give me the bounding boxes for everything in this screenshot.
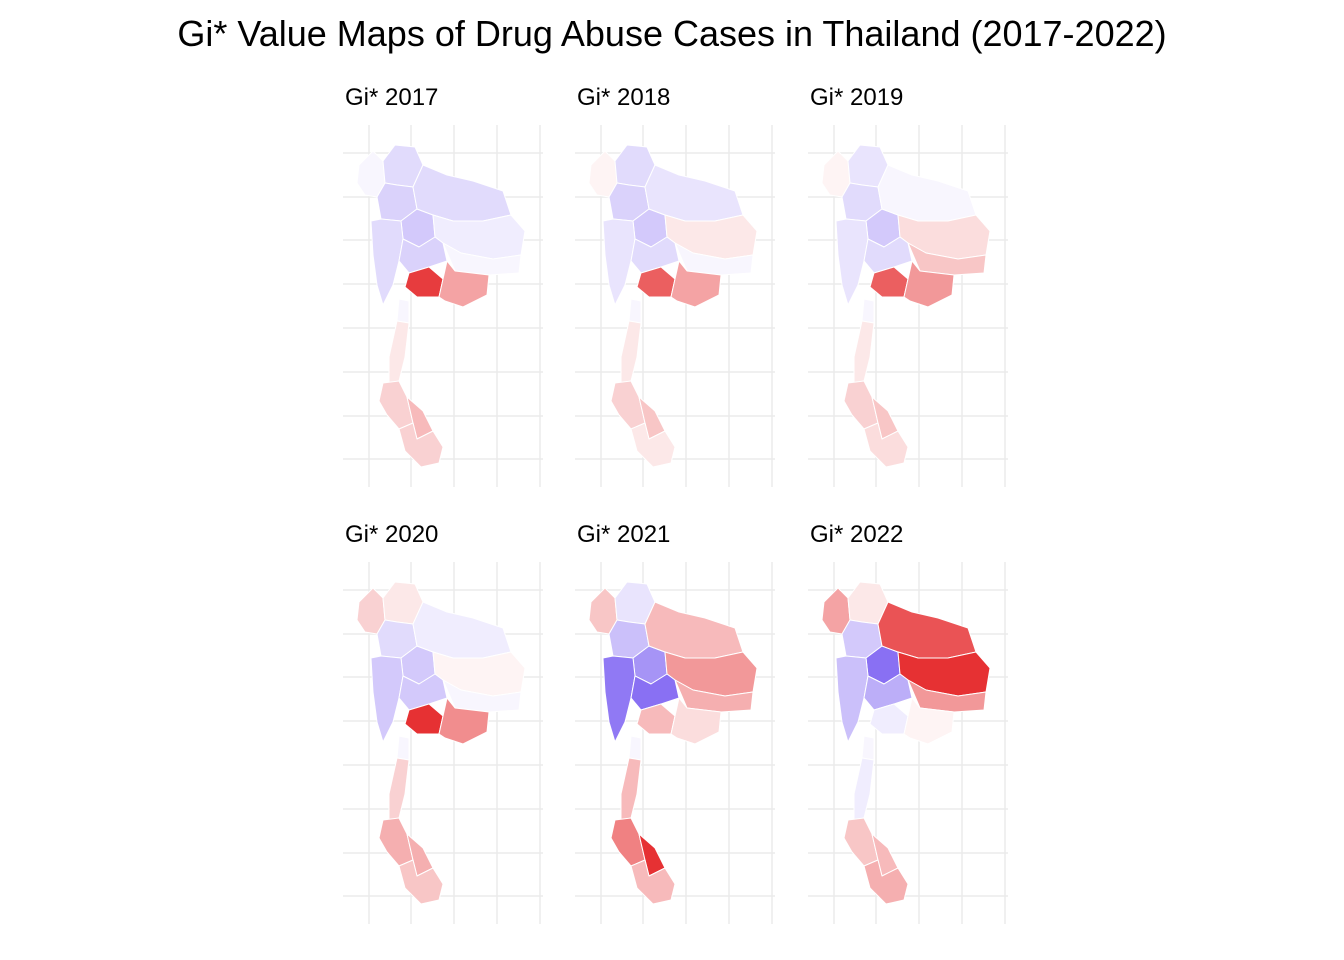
region-isthmus <box>396 298 410 324</box>
region-south-middle <box>843 380 879 430</box>
region-east <box>438 697 490 745</box>
map-panel-2017 <box>343 125 543 487</box>
region-west <box>370 218 404 306</box>
map-panel-2019 <box>808 125 1008 487</box>
panel-title-2017: Gi* 2017 <box>345 84 439 111</box>
region-deep-south <box>863 422 909 468</box>
chart-title: Gi* Value Maps of Drug Abuse Cases in Th… <box>177 13 1167 54</box>
region-east <box>670 697 722 745</box>
region-west <box>835 655 869 743</box>
region-south-upper <box>388 320 410 384</box>
region-east <box>438 260 490 308</box>
region-south-upper <box>620 757 642 821</box>
region-south-middle <box>843 817 879 867</box>
region-deep-south <box>630 859 676 905</box>
region-south-upper <box>620 320 642 384</box>
panel-title-2018: Gi* 2018 <box>577 84 671 111</box>
region-south-middle <box>378 817 414 867</box>
region-south-middle <box>610 380 646 430</box>
region-east <box>903 697 955 745</box>
region-west <box>835 218 869 306</box>
region-deep-south <box>630 422 676 468</box>
region-west <box>602 218 636 306</box>
region-south-upper <box>388 757 410 821</box>
panel-title-2021: Gi* 2021 <box>577 521 671 548</box>
region-deep-south <box>398 422 444 468</box>
map-panel-2021 <box>575 562 775 924</box>
panel-title-2022: Gi* 2022 <box>810 521 904 548</box>
map-panel-2020 <box>343 562 543 924</box>
region-west <box>370 655 404 743</box>
region-deep-south <box>863 859 909 905</box>
region-south-upper <box>853 320 875 384</box>
region-isthmus <box>628 298 642 324</box>
map-panel-2022 <box>808 562 1008 924</box>
region-south-middle <box>610 817 646 867</box>
region-east <box>670 260 722 308</box>
panel-title-2019: Gi* 2019 <box>810 84 904 111</box>
region-isthmus <box>861 298 875 324</box>
region-isthmus <box>396 735 410 761</box>
region-isthmus <box>628 735 642 761</box>
region-south-upper <box>853 757 875 821</box>
region-west <box>602 655 636 743</box>
region-south-middle <box>378 380 414 430</box>
region-east <box>903 260 955 308</box>
region-isthmus <box>861 735 875 761</box>
panel-title-2020: Gi* 2020 <box>345 521 439 548</box>
map-panel-2018 <box>575 125 775 487</box>
region-deep-south <box>398 859 444 905</box>
